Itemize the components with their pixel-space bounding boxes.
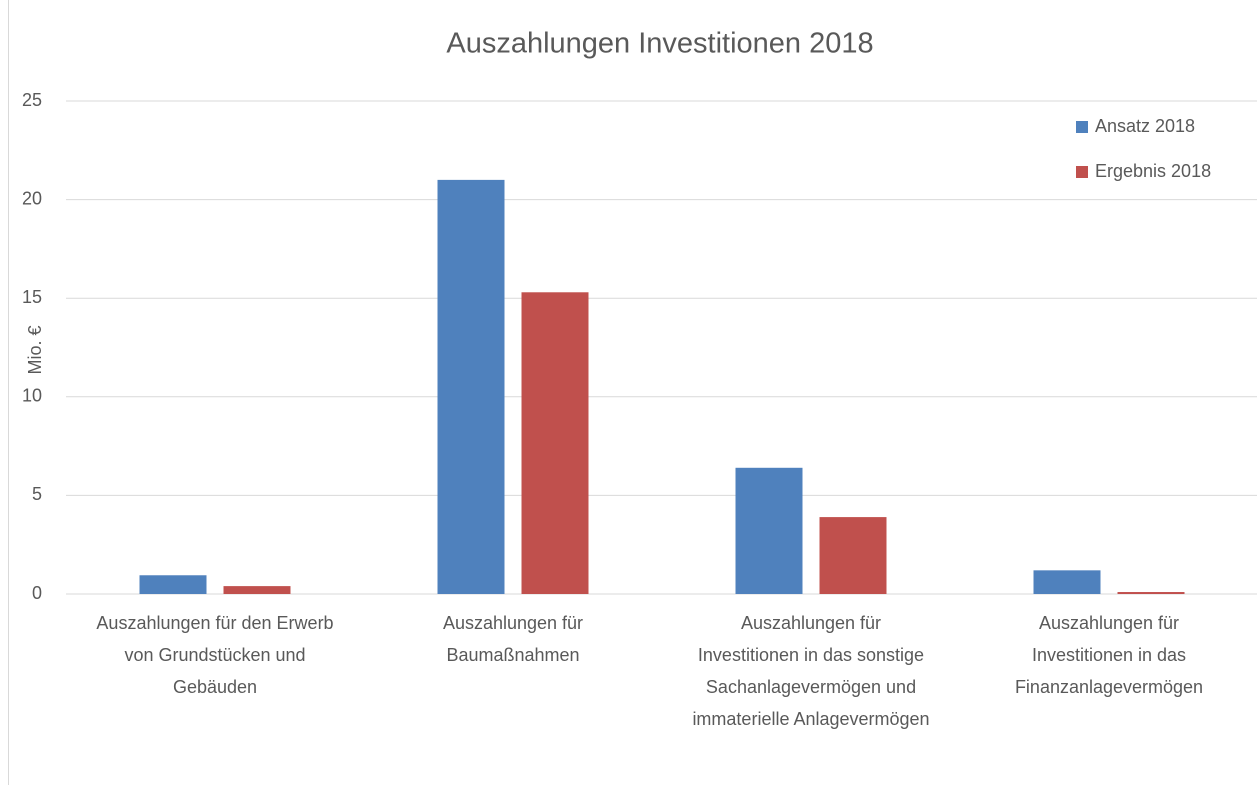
legend-swatch (1076, 121, 1088, 133)
y-tick-label: 10 (22, 386, 42, 406)
bar (736, 468, 803, 594)
legend-label: Ergebnis 2018 (1095, 161, 1211, 181)
y-tick-label: 0 (32, 583, 42, 603)
bar (224, 586, 291, 594)
legend-label: Ansatz 2018 (1095, 116, 1195, 136)
y-axis-label: Mio. € (25, 325, 45, 374)
bar (1118, 592, 1185, 594)
y-tick-label: 25 (22, 90, 42, 110)
bar (522, 292, 589, 594)
y-tick-label: 5 (32, 484, 42, 504)
legend-swatch (1076, 166, 1088, 178)
chart-title: Auszahlungen Investitionen 2018 (446, 28, 873, 60)
y-tick-label: 15 (22, 287, 42, 307)
bar (438, 180, 505, 594)
bar (1034, 570, 1101, 594)
bar (820, 517, 887, 594)
bar (140, 575, 207, 594)
chart-frame (9, 0, 1257, 785)
y-tick-label: 20 (22, 188, 42, 208)
